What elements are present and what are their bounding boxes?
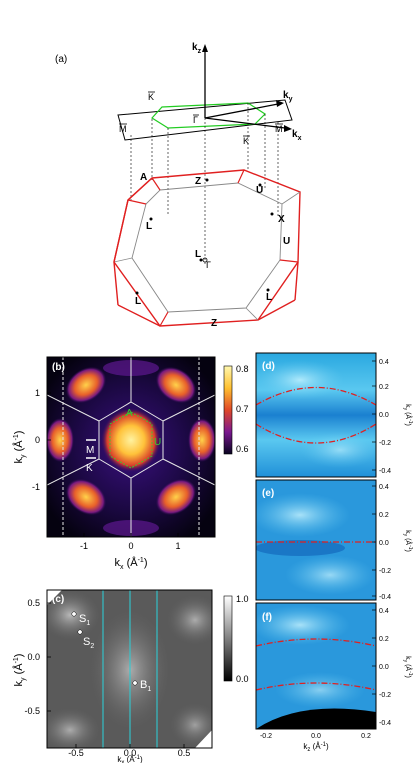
f-ytick-4: -0.2 bbox=[379, 692, 391, 699]
b-ytick-2: 0 bbox=[35, 435, 40, 445]
e-ytick-3: 0.0 bbox=[379, 540, 389, 547]
d-ytick-3: 0.0 bbox=[379, 412, 389, 419]
panel-e-label: (e) bbox=[262, 488, 274, 499]
f-xtick-3: 0.2 bbox=[361, 733, 371, 740]
panel-c-intensity bbox=[47, 590, 212, 748]
e-ytick-2: 0.2 bbox=[379, 512, 389, 519]
panel-d: (d) bbox=[255, 352, 377, 478]
panel-f-label: (f) bbox=[262, 612, 272, 623]
kx-arrow bbox=[284, 125, 292, 132]
c-xtick-1: -0.5 bbox=[68, 748, 84, 758]
kx-label: kx bbox=[292, 129, 302, 142]
c-ytick-2: 0.0 bbox=[27, 652, 40, 662]
projection-lines bbox=[130, 103, 279, 265]
e-ytick-4: -0.2 bbox=[379, 568, 391, 575]
point-B1: B1 bbox=[140, 679, 151, 693]
f-ytick-2: 0.2 bbox=[379, 636, 389, 643]
b-xlabel: kx (Å-1) bbox=[115, 556, 148, 571]
panel-b: (b) A U M K 1 0 -1 -1 0 1 kx (Å-1) ky (Å… bbox=[12, 356, 249, 571]
e-ytick-1: 0.4 bbox=[379, 484, 389, 491]
point-Z-top: Z bbox=[195, 176, 201, 187]
d-ytick-5: -0.4 bbox=[379, 468, 391, 475]
panel-a-label: (a) bbox=[55, 54, 67, 65]
point-M-b: M bbox=[86, 445, 94, 456]
mbar-left-label: M bbox=[119, 124, 127, 134]
e-ytick-5: -0.4 bbox=[379, 594, 391, 601]
kz-label: kz bbox=[192, 42, 202, 55]
b-cbar-tick-3: 0.6 bbox=[236, 444, 249, 454]
point-S1: S1 bbox=[79, 613, 90, 627]
ky-arrow bbox=[276, 100, 284, 107]
f-xtick-1: -0.2 bbox=[260, 733, 272, 740]
c-colorbar bbox=[223, 595, 233, 682]
d-ytick-1: 0.4 bbox=[379, 359, 389, 366]
panel-a: (a) kz ky kx K M Γ K M bbox=[55, 42, 302, 329]
point-Gamma: Γ bbox=[206, 260, 211, 270]
panel-c-label: (c) bbox=[52, 594, 64, 605]
right-axes bbox=[265, 360, 376, 729]
kbar-top-label: K bbox=[148, 92, 154, 102]
panel-f: (f) bbox=[255, 602, 377, 730]
point-K-b: K bbox=[86, 463, 93, 474]
b-cbar-tick-2: 0.7 bbox=[236, 404, 249, 414]
mbar-right-label: M bbox=[275, 124, 283, 134]
f-xlabel: kz (Å-1) bbox=[303, 742, 329, 753]
kbar-bottom-label: K bbox=[243, 136, 249, 146]
point-L-lower-left: L bbox=[135, 296, 141, 307]
surface-plane bbox=[117, 99, 293, 141]
b-colorbar bbox=[223, 365, 233, 455]
b-xtick-1: -1 bbox=[80, 541, 88, 551]
point-X: X bbox=[278, 214, 285, 225]
c-cbar-tick-2: 0.0 bbox=[236, 674, 249, 684]
c-xlabel: kx (Å-1) bbox=[117, 755, 143, 763]
c-xtick-2: 0.0 bbox=[124, 748, 137, 758]
c-ylabel: ky (Å-1) bbox=[12, 654, 27, 687]
f-ytick-5: -0.4 bbox=[379, 720, 391, 727]
c-ytick-1: 0.5 bbox=[27, 598, 40, 608]
point-L-lower-right: L bbox=[266, 292, 272, 303]
kx-axis bbox=[204, 117, 286, 129]
panel-c: (c) S1 S2 B1 0.5 0.0 -0.5 -0.5 0.0 0.5 k… bbox=[12, 589, 249, 758]
point-U-b: U bbox=[154, 437, 161, 448]
point-U-right: U bbox=[283, 236, 290, 247]
kz-arrow bbox=[202, 44, 208, 52]
ky-axis bbox=[204, 103, 279, 119]
gammabar-label: Γ bbox=[193, 115, 198, 125]
f-xtick-2: 0.0 bbox=[311, 733, 321, 740]
panel-e: (e) bbox=[255, 479, 377, 601]
d-ylabel: ky (Å-1) bbox=[402, 404, 413, 426]
panel-d-label: (d) bbox=[262, 361, 275, 372]
point-Z-bottom: Z bbox=[211, 318, 217, 329]
d-ytick-2: 0.2 bbox=[379, 384, 389, 391]
point-U-top: U bbox=[256, 185, 263, 196]
b-xtick-2: 0 bbox=[128, 541, 133, 551]
f-ytick-3: 0.0 bbox=[379, 664, 389, 671]
panel-b-label: (b) bbox=[52, 362, 65, 373]
point-S2: S2 bbox=[83, 636, 94, 650]
point-L-center: L bbox=[195, 249, 201, 260]
e-ylabel: ky (Å-1) bbox=[402, 530, 413, 552]
c-cbar-tick-1: 1.0 bbox=[236, 594, 249, 604]
b-cbar-tick-1: 0.8 bbox=[236, 364, 249, 374]
bulk-brillouin-zone bbox=[113, 169, 301, 327]
b-ylabel: ky (Å-1) bbox=[12, 431, 27, 464]
d-ytick-4: -0.2 bbox=[379, 440, 391, 447]
b-ytick-1: 1 bbox=[35, 388, 40, 398]
right-ticklabels: 0.4 0.2 0.0 -0.2 -0.4 0.4 0.2 0.0 -0.2 -… bbox=[260, 359, 391, 740]
c-xtick-3: 0.5 bbox=[178, 748, 191, 758]
point-A: A bbox=[140, 172, 147, 183]
ky-label: ky bbox=[283, 90, 293, 103]
panel-c-frame bbox=[46, 589, 213, 749]
b-xtick-3: 1 bbox=[175, 541, 180, 551]
panel-b-intensity bbox=[47, 357, 215, 537]
f-ytick-1: 0.4 bbox=[379, 608, 389, 615]
point-L-left: L bbox=[146, 221, 152, 232]
b-ytick-3: -1 bbox=[32, 482, 40, 492]
point-A-b: A bbox=[126, 408, 133, 419]
c-ytick-3: -0.5 bbox=[24, 706, 40, 716]
f-ylabel: ky (Å-1) bbox=[402, 656, 413, 678]
